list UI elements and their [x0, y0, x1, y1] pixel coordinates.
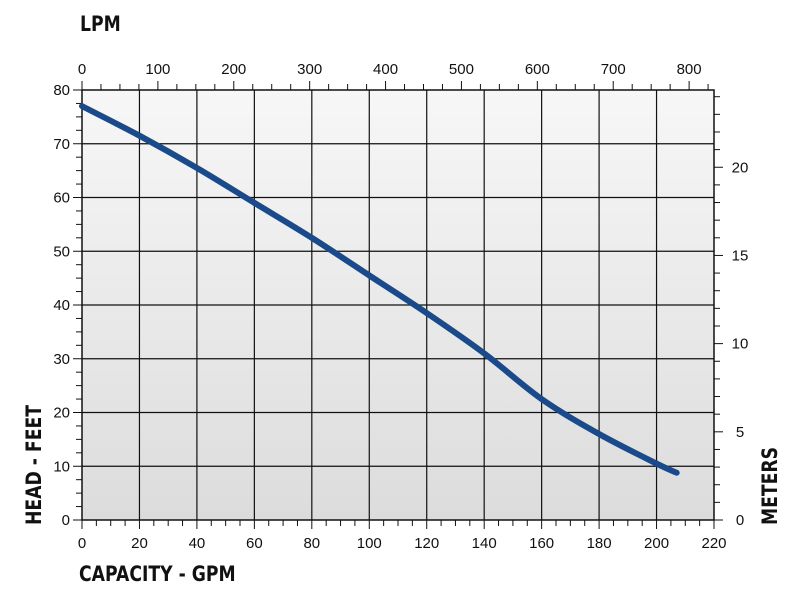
tick-label-right: 0	[736, 512, 744, 529]
tick-label-top: 600	[525, 61, 550, 78]
top-axis-title: LPM	[80, 12, 121, 36]
tick-label-bottom: 160	[529, 535, 554, 552]
tick-label-top: 200	[221, 61, 246, 78]
tick-label-left: 20	[53, 405, 70, 422]
tick-label-left: 80	[53, 82, 70, 99]
tick-label-right: 5	[736, 424, 744, 441]
tick-label-bottom: 40	[189, 535, 206, 552]
bottom-axis-title: CAPACITY - GPM	[79, 562, 236, 586]
left-axis-title: HEAD - FEET	[22, 405, 46, 525]
pump-curve-line	[79, 103, 680, 476]
tick-label-bottom: 0	[78, 535, 86, 552]
tick-label-right: 20	[732, 159, 749, 176]
tick-label-bottom: 20	[131, 535, 148, 552]
tick-label-bottom: 180	[587, 535, 612, 552]
tick-label-bottom: 120	[414, 535, 439, 552]
grid	[82, 90, 714, 520]
tick-marks	[73, 81, 723, 529]
tick-label-bottom: 200	[644, 535, 669, 552]
tick-label-top: 700	[601, 61, 626, 78]
tick-label-bottom: 100	[357, 535, 382, 552]
tick-label-top: 400	[373, 61, 398, 78]
tick-label-right: 15	[732, 247, 749, 264]
tick-label-bottom: 80	[303, 535, 320, 552]
tick-label-top: 0	[78, 61, 86, 78]
tick-label-left: 40	[53, 297, 70, 314]
tick-label-top: 100	[145, 61, 170, 78]
series-group	[79, 103, 680, 476]
tick-label-top: 300	[297, 61, 322, 78]
plot-frame	[81, 89, 715, 521]
tick-label-right: 10	[732, 336, 749, 353]
tick-label-left: 30	[53, 351, 70, 368]
tick-label-left: 0	[62, 512, 70, 529]
tick-label-top: 500	[449, 61, 474, 78]
right-axis-title: METERS	[758, 446, 782, 525]
tick-label-left: 10	[53, 458, 70, 475]
tick-label-bottom: 220	[701, 535, 726, 552]
tick-label-bottom: 60	[246, 535, 263, 552]
tick-label-left: 60	[53, 190, 70, 207]
tick-label-left: 70	[53, 136, 70, 153]
tick-label-top: 800	[677, 61, 702, 78]
tick-label-left: 50	[53, 243, 70, 260]
tick-label-bottom: 140	[472, 535, 497, 552]
